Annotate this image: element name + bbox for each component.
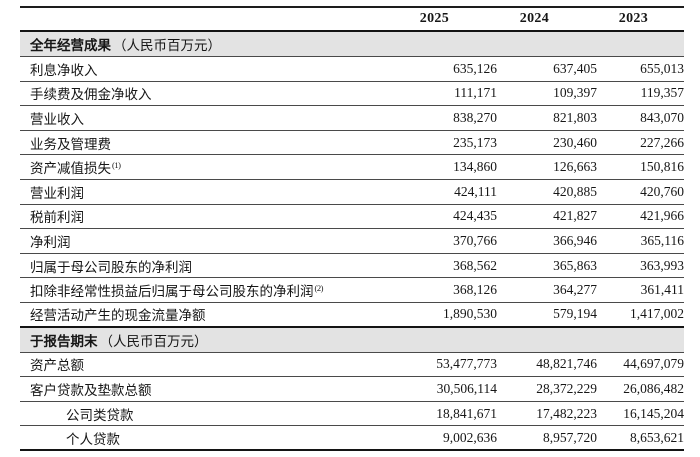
column-header-2024: 2024	[519, 11, 549, 26]
section-header: 于报告期末 （人民币百万元）	[20, 327, 684, 353]
table-row: 营业利润 424,111 420,885 420,760	[20, 180, 684, 205]
row-value-2025: 368,562	[453, 257, 497, 273]
row-value-2024: 126,663	[553, 159, 597, 175]
footnote-marker: (1)	[112, 159, 121, 170]
row-value-2024: 821,803	[553, 109, 597, 125]
table-row: 经营活动产生的现金流量净额 1,890,530 579,194 1,417,002	[20, 303, 684, 328]
row-label: 客户贷款及垫款总额	[30, 382, 152, 398]
row-value-2023: 16,145,204	[623, 405, 684, 421]
row-label: 营业收入	[30, 111, 84, 127]
row-value-2025: 635,126	[453, 60, 497, 76]
year-header-row: 2025 2024 2023	[20, 8, 684, 32]
row-value-2023: 119,357	[640, 85, 684, 101]
row-value-2025: 53,477,773	[436, 356, 497, 372]
row-value-2024: 230,460	[553, 134, 597, 150]
row-value-2024: 8,957,720	[543, 429, 597, 445]
row-label: 资产总额	[30, 358, 84, 374]
row-value-2023: 421,966	[640, 208, 684, 224]
row-value-2023: 420,760	[640, 183, 684, 199]
row-label: 公司类贷款	[66, 407, 134, 423]
row-value-2023: 363,993	[640, 257, 684, 273]
table-row: 个人贷款 9,002,636 8,957,720 8,653,621	[20, 426, 684, 451]
row-value-2025: 424,435	[453, 208, 497, 224]
table-row: 客户贷款及垫款总额 30,506,114 28,372,229 26,086,482	[20, 377, 684, 402]
row-value-2025: 370,766	[453, 232, 497, 248]
financial-summary-table: 2025 2024 2023 全年经营成果 （人民币百万元） 利息净收入 635,12…	[20, 6, 684, 451]
row-value-2024: 28,372,229	[536, 380, 597, 396]
row-value-2025: 9,002,636	[443, 429, 497, 445]
row-value-2025: 18,841,671	[436, 405, 497, 421]
row-label: 净利润	[30, 234, 71, 250]
table-body: 全年经营成果 （人民币百万元） 利息净收入 635,126 637,405 655,013…	[20, 32, 684, 451]
column-header-2023: 2023	[618, 11, 648, 26]
row-value-2024: 364,277	[553, 282, 597, 298]
row-value-2024: 637,405	[553, 60, 597, 76]
row-value-2025: 838,270	[453, 109, 497, 125]
section-unit-note: （人民币百万元）	[113, 38, 221, 53]
table-row: 业务及管理费 235,173 230,460 227,266	[20, 131, 684, 156]
row-value-2024: 48,821,746	[536, 356, 597, 372]
table-row: 资产总额 53,477,773 48,821,746 44,697,079	[20, 353, 684, 378]
table-row: 利息净收入 635,126 637,405 655,013	[20, 57, 684, 82]
row-value-2025: 368,126	[453, 282, 497, 298]
table-row: 净利润 370,766 366,946 365,116	[20, 229, 684, 254]
row-value-2024: 366,946	[553, 232, 597, 248]
row-value-2023: 361,411	[640, 282, 684, 298]
row-label: 业务及管理费	[30, 136, 111, 152]
section-title: 于报告期末	[30, 333, 98, 349]
row-value-2025: 111,171	[454, 85, 497, 101]
row-value-2023: 8,653,621	[630, 429, 684, 445]
table-row: 扣除非经常性损益后归属于母公司股东的净利润(2) 368,126 364,277 36…	[20, 278, 684, 303]
section-title: 全年经营成果	[30, 38, 111, 53]
row-label: 个人贷款	[66, 431, 120, 447]
row-label: 扣除非经常性损益后归属于母公司股东的净利润(2)	[30, 282, 324, 300]
row-value-2025: 424,111	[454, 183, 497, 199]
row-value-2025: 1,890,530	[443, 306, 497, 322]
table-row: 归属于母公司股东的净利润 368,562 365,863 363,993	[20, 254, 684, 279]
table-row: 资产减值损失(1) 134,860 126,663 150,816	[20, 155, 684, 180]
row-value-2025: 30,506,114	[436, 380, 497, 396]
row-value-2025: 235,173	[453, 134, 497, 150]
row-value-2024: 109,397	[553, 85, 597, 101]
table-row: 税前利润 424,435 421,827 421,966	[20, 205, 684, 230]
row-value-2023: 44,697,079	[623, 356, 684, 372]
row-value-2025: 134,860	[453, 159, 497, 175]
row-value-2024: 365,863	[553, 257, 597, 273]
row-value-2023: 843,070	[640, 109, 684, 125]
row-value-2024: 421,827	[553, 208, 597, 224]
row-value-2024: 17,482,223	[536, 405, 597, 421]
section-unit-note: （人民币百万元）	[99, 333, 208, 349]
row-value-2024: 420,885	[553, 183, 597, 199]
row-value-2024: 579,194	[553, 306, 597, 322]
row-label: 营业利润	[30, 185, 84, 201]
section-header: 全年经营成果 （人民币百万元）	[20, 32, 684, 57]
table-row: 营业收入 838,270 821,803 843,070	[20, 106, 684, 131]
footnote-marker: (2)	[314, 282, 324, 293]
table-row: 手续费及佣金净收入 111,171 109,397 119,357	[20, 82, 684, 107]
row-value-2023: 655,013	[640, 60, 684, 76]
row-value-2023: 1,417,002	[630, 306, 684, 322]
row-label: 手续费及佣金净收入	[30, 87, 152, 103]
row-value-2023: 227,266	[640, 134, 684, 150]
row-label: 资产减值损失(1)	[30, 159, 121, 177]
row-label: 归属于母公司股东的净利润	[30, 259, 192, 275]
row-label: 经营活动产生的现金流量净额	[30, 308, 206, 324]
row-label: 利息净收入	[30, 62, 98, 78]
table-row: 公司类贷款 18,841,671 17,482,223 16,145,204	[20, 402, 684, 427]
row-label: 税前利润	[30, 210, 84, 226]
row-value-2023: 26,086,482	[623, 380, 684, 396]
row-value-2023: 365,116	[640, 232, 684, 248]
row-value-2023: 150,816	[640, 159, 684, 175]
column-header-2025: 2025	[419, 11, 449, 26]
